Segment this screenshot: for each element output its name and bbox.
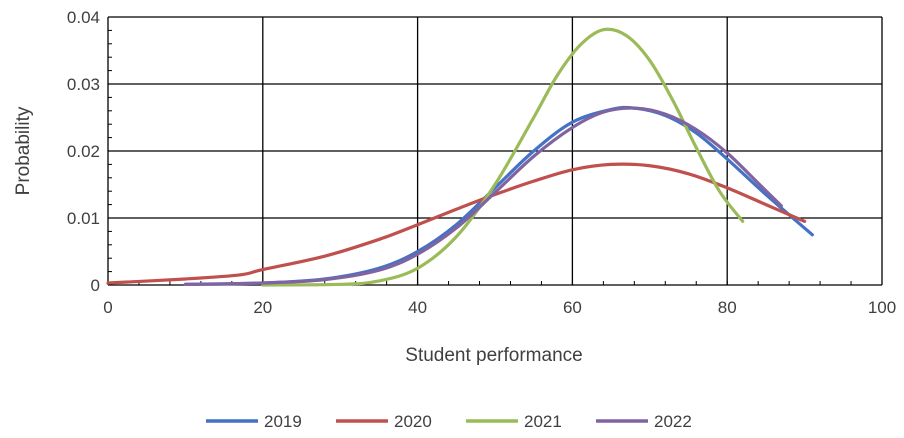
legend-label-2022: 2022 [654, 412, 692, 431]
legend-label-2019: 2019 [264, 412, 302, 431]
series-line-2021 [261, 27, 745, 287]
x-tick-label: 20 [253, 298, 272, 317]
y-tick-label: 0.01 [67, 209, 100, 228]
y-axis-title: Probability [13, 106, 34, 195]
x-tick-label: 80 [718, 298, 737, 317]
x-tick-label: 60 [563, 298, 582, 317]
y-tick-label: 0.03 [67, 75, 100, 94]
y-tick-label: 0 [91, 276, 100, 295]
y-tick-label: 0.02 [67, 142, 100, 161]
y-tick-label: 0.04 [67, 8, 100, 27]
series-line-2022 [183, 106, 783, 286]
series-lines [106, 27, 814, 287]
legend-label-2020: 2020 [394, 412, 432, 431]
x-axis-title: Student performance [405, 345, 582, 366]
x-tick-label: 100 [868, 298, 896, 317]
legend-label-2021: 2021 [524, 412, 562, 431]
x-tick-label: 40 [408, 298, 427, 317]
gridlines [108, 16, 883, 285]
legend: 2019 2020 2021 2022 [206, 412, 692, 431]
tick-labels: 0 20 40 60 80 100 0 0.01 0.02 0.03 0.04 [67, 8, 896, 317]
x-tick-label: 0 [103, 298, 112, 317]
series-line-2019 [183, 105, 814, 286]
